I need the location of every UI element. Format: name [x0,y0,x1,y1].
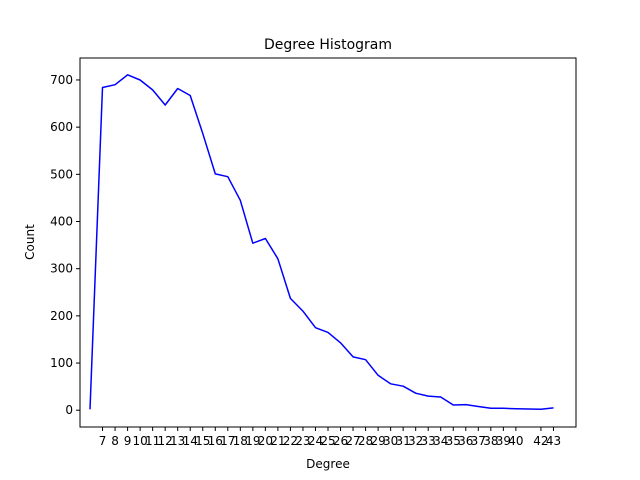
x-tick-label: 22 [283,434,298,448]
x-tick-label: 37 [471,434,486,448]
x-tick-label: 10 [132,434,147,448]
y-tick-label: 200 [50,309,73,323]
x-tick-label: 14 [183,434,198,448]
x-tick-label: 32 [408,434,423,448]
chart-title: Degree Histogram [264,37,392,53]
x-tick-label: 24 [308,434,323,448]
x-tick-label: 12 [158,434,173,448]
series-layer [89,74,554,411]
x-axis: 7 8 9 1011121314151617181920212223242526272… [99,427,561,448]
x-tick-label: 25 [320,434,335,448]
x-tick-label: 9 [124,434,132,448]
x-tick-label: 28 [358,434,373,448]
x-tick-label: 13 [170,434,185,448]
y-tick-label: 400 [50,215,73,229]
x-tick-label: 17 [220,434,235,448]
y-tick-label: 500 [50,167,73,181]
x-tick-label: 34 [433,434,448,448]
x-tick-label: 15 [195,434,210,448]
x-tick-label: 33 [421,434,436,448]
y-axis-label: Count [23,224,37,260]
x-tick-label: 18 [233,434,248,448]
y-tick-label: 0 [65,403,73,417]
x-tick-label: 23 [295,434,310,448]
x-tick-label: 16 [208,434,223,448]
y-axis: 0 100 200 300 400 500 600 700 [50,73,80,417]
x-axis-label: Degree [306,457,350,471]
x-tick-label: 42 [533,434,548,448]
x-tick-label: 11 [145,434,160,448]
x-tick-label: 36 [458,434,473,448]
x-tick-label: 30 [383,434,398,448]
plot-frame [79,57,577,428]
x-tick-label: 26 [333,434,348,448]
y-tick-label: 300 [50,262,73,276]
x-tick-label: 29 [370,434,385,448]
x-tick-label: 35 [446,434,461,448]
x-tick-label: 43 [546,434,561,448]
x-tick-label: 40 [508,434,523,448]
x-tick-label: 8 [111,434,119,448]
y-tick-label: 100 [50,356,73,370]
x-tick-label: 7 [99,434,107,448]
x-tick-label: 20 [258,434,273,448]
plot-background [80,58,576,427]
series-line [89,74,554,411]
x-tick-label: 31 [396,434,411,448]
x-tick-label: 19 [245,434,260,448]
y-tick-label: 600 [50,120,73,134]
x-tick-label: 38 [483,434,498,448]
x-tick-label: 21 [270,434,285,448]
x-tick-label: 39 [496,434,511,448]
x-tick-label: 27 [345,434,360,448]
y-tick-label: 700 [50,73,73,87]
